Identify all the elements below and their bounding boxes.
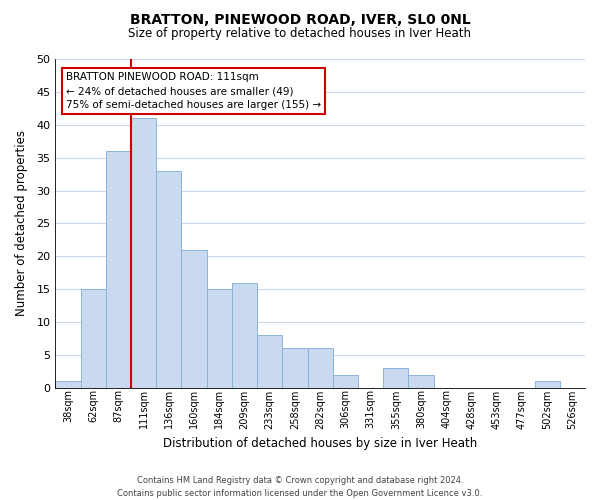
Y-axis label: Number of detached properties: Number of detached properties [15, 130, 28, 316]
Bar [232, 282, 257, 388]
Text: BRATTON, PINEWOOD ROAD, IVER, SL0 0NL: BRATTON, PINEWOOD ROAD, IVER, SL0 0NL [130, 12, 470, 26]
Bar [131, 118, 156, 388]
Text: Size of property relative to detached houses in Iver Heath: Size of property relative to detached ho… [128, 28, 472, 40]
Bar [206, 289, 232, 388]
Bar [409, 374, 434, 388]
Bar [308, 348, 333, 388]
Bar [535, 382, 560, 388]
Bar [333, 374, 358, 388]
X-axis label: Distribution of detached houses by size in Iver Heath: Distribution of detached houses by size … [163, 437, 477, 450]
Bar [283, 348, 308, 388]
Bar [257, 336, 283, 388]
Bar [383, 368, 409, 388]
Bar [80, 289, 106, 388]
Bar [106, 151, 131, 388]
Bar [181, 250, 206, 388]
Text: Contains HM Land Registry data © Crown copyright and database right 2024.
Contai: Contains HM Land Registry data © Crown c… [118, 476, 482, 498]
Bar [55, 382, 80, 388]
Bar [156, 171, 181, 388]
Text: BRATTON PINEWOOD ROAD: 111sqm
← 24% of detached houses are smaller (49)
75% of s: BRATTON PINEWOOD ROAD: 111sqm ← 24% of d… [66, 72, 321, 110]
